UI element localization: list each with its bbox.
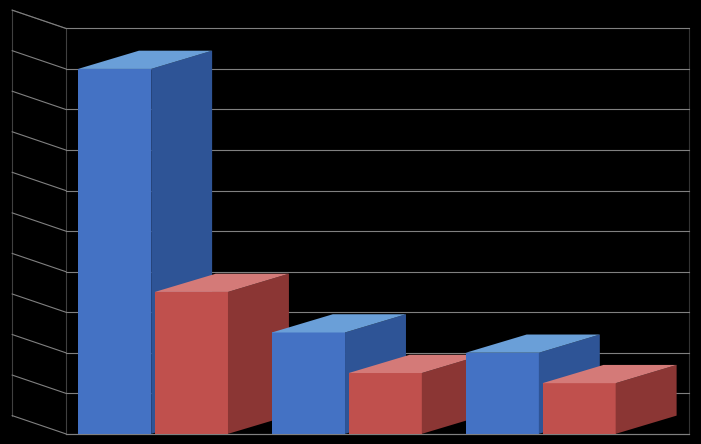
- Polygon shape: [615, 365, 676, 434]
- Polygon shape: [422, 355, 483, 434]
- Polygon shape: [345, 314, 406, 434]
- Bar: [543, 383, 615, 434]
- Polygon shape: [543, 365, 676, 383]
- Polygon shape: [151, 51, 212, 434]
- Bar: [272, 333, 345, 434]
- Bar: [465, 353, 539, 434]
- Polygon shape: [78, 51, 212, 69]
- Bar: [155, 292, 228, 434]
- Polygon shape: [228, 274, 289, 434]
- Polygon shape: [155, 274, 289, 292]
- Bar: [78, 69, 151, 434]
- Polygon shape: [465, 334, 600, 353]
- Polygon shape: [272, 314, 406, 333]
- Polygon shape: [539, 334, 600, 434]
- Polygon shape: [348, 355, 483, 373]
- Bar: [348, 373, 422, 434]
